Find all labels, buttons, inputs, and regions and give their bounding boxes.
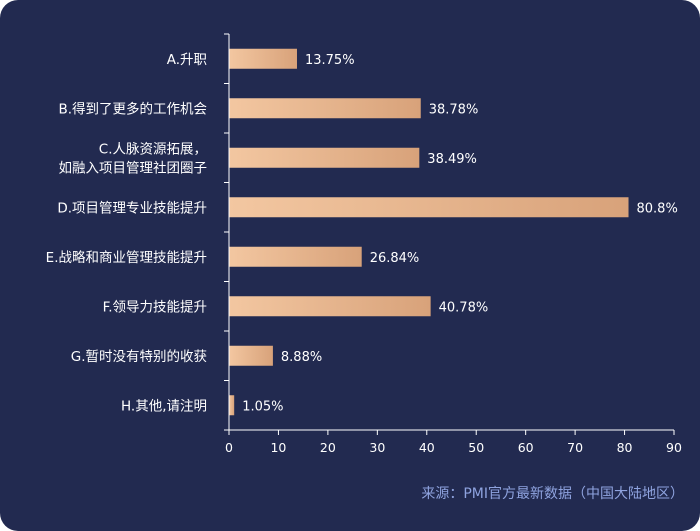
axes: [224, 33, 675, 435]
bar: [229, 246, 362, 267]
bars: [229, 48, 629, 416]
value-label: 38.78%: [429, 102, 479, 117]
x-tick-label: 90: [666, 440, 682, 455]
x-tick-label: 40: [419, 440, 435, 455]
value-label: 38.49%: [427, 152, 477, 167]
x-tick-label: 80: [617, 440, 633, 455]
bar: [229, 197, 629, 218]
x-tick-label: 20: [320, 440, 336, 455]
value-label: 1.05%: [242, 399, 283, 414]
x-tick-label: 30: [369, 440, 385, 455]
category-label: G.暂时没有特别的收获: [71, 349, 207, 365]
bar: [229, 147, 420, 168]
x-tick-labels: 0 10 20 30 40 50 60 70 80 90: [225, 440, 682, 455]
value-label: 40.78%: [439, 300, 489, 315]
value-label: 26.84%: [370, 251, 420, 266]
category-label: B.得到了更多的工作机会: [58, 100, 207, 117]
bar: [229, 296, 431, 317]
bar: [229, 395, 235, 416]
value-label: 13.75%: [305, 53, 355, 68]
category-label: D.项目管理专业技能提升: [57, 200, 207, 216]
value-label: 8.88%: [281, 350, 322, 365]
category-label: H.其他,请注明: [121, 398, 207, 414]
bar: [229, 98, 421, 119]
x-tick-label: 60: [518, 440, 534, 455]
x-tick-label: 0: [225, 440, 233, 455]
value-labels: 13.75% 38.78% 38.49% 80.8% 26.84% 40.78% 8.88%…: [242, 53, 678, 415]
category-label: E.战略和商业管理技能提升: [46, 250, 207, 266]
category-label: C.人脉资源拓展，: [99, 141, 207, 157]
bar: [229, 48, 297, 69]
category-label: 如融入项目管理社团圈子: [59, 160, 208, 176]
category-labels: A.升职 B.得到了更多的工作机会 C.人脉资源拓展， 如融入项目管理社团圈子 D.项目…: [46, 52, 207, 415]
category-label: A.升职: [167, 52, 207, 68]
category-label: F.领导力技能提升: [103, 299, 207, 315]
x-tick-label: 70: [567, 440, 583, 455]
bar: [229, 345, 273, 366]
x-tick-label: 50: [468, 440, 484, 455]
value-label: 80.8%: [637, 201, 678, 216]
source-note: 来源：PMI官方最新数据（中国大陆地区）: [421, 486, 684, 502]
x-tick-label: 10: [270, 440, 286, 455]
